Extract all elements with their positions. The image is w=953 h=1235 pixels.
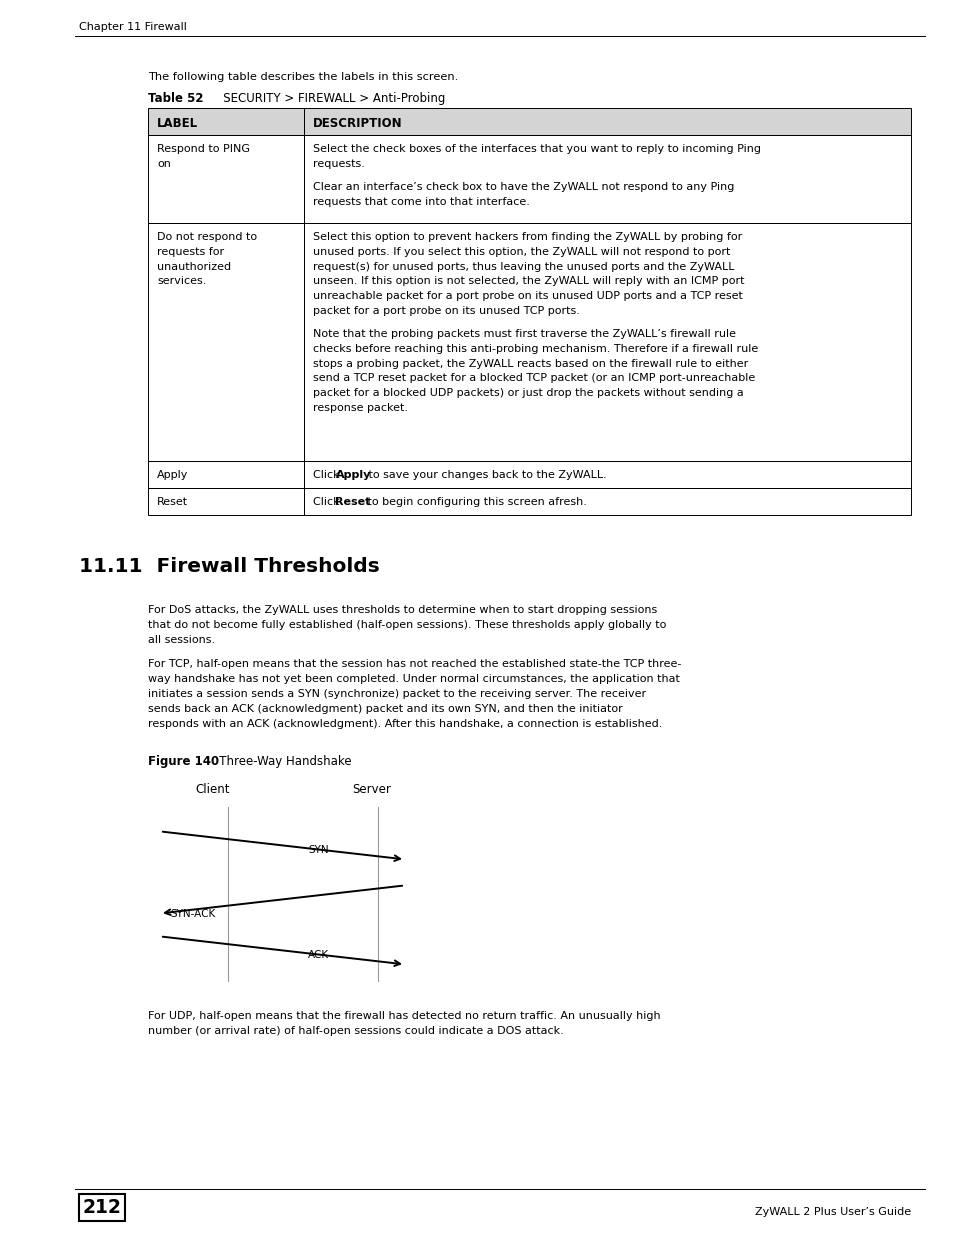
Text: requests that come into that interface.: requests that come into that interface. (313, 196, 529, 206)
Text: Note that the probing packets must first traverse the ZyWALL’s firewall rule: Note that the probing packets must first… (313, 329, 735, 338)
Text: DESCRIPTION: DESCRIPTION (313, 117, 402, 130)
Bar (148, 488, 304, 515)
Text: Clear an interface’s check box to have the ZyWALL not respond to any Ping: Clear an interface’s check box to have t… (313, 182, 734, 191)
Text: packet for a port probe on its unused TCP ports.: packet for a port probe on its unused TC… (313, 306, 579, 316)
Text: number (or arrival rate) of half-open sessions could indicate a DOS attack.: number (or arrival rate) of half-open se… (148, 1026, 563, 1036)
Bar (304, 488, 910, 515)
Bar (148, 224, 304, 461)
Text: Select the check boxes of the interfaces that you want to reply to incoming Ping: Select the check boxes of the interfaces… (313, 144, 760, 154)
Text: Click: Click (313, 496, 343, 508)
Text: send a TCP reset packet for a blocked TCP packet (or an ICMP port-unreachable: send a TCP reset packet for a blocked TC… (313, 373, 755, 383)
Text: to save your changes back to the ZyWALL.: to save your changes back to the ZyWALL. (365, 471, 606, 480)
Text: unreachable packet for a port probe on its unused UDP ports and a TCP reset: unreachable packet for a port probe on i… (313, 291, 742, 301)
Bar (304, 135, 910, 224)
Text: ACK: ACK (308, 950, 329, 961)
Bar (148, 461, 304, 488)
Text: services.: services. (157, 277, 206, 287)
Text: Three-Way Handshake: Three-Way Handshake (208, 756, 352, 768)
Text: Do not respond to: Do not respond to (157, 232, 257, 242)
Bar (304, 224, 910, 461)
Text: Chapter 11 Firewall: Chapter 11 Firewall (79, 22, 187, 32)
Text: that do not become fully established (half-open sessions). These thresholds appl: that do not become fully established (ha… (148, 620, 666, 630)
Text: Respond to PING: Respond to PING (157, 144, 250, 154)
Bar (79, 1194, 125, 1221)
Text: checks before reaching this anti-probing mechanism. Therefore if a firewall rule: checks before reaching this anti-probing… (313, 343, 758, 353)
Text: Apply: Apply (335, 471, 371, 480)
Bar (304, 107, 910, 135)
Bar (148, 488, 304, 515)
Bar (148, 135, 304, 224)
Text: Apply: Apply (157, 471, 188, 480)
Text: Click: Click (313, 471, 343, 480)
Text: For TCP, half-open means that the session has not reached the established state-: For TCP, half-open means that the sessio… (148, 659, 680, 669)
Bar (148, 224, 304, 461)
Bar (304, 488, 910, 515)
Text: LABEL: LABEL (157, 117, 198, 130)
Text: For DoS attacks, the ZyWALL uses thresholds to determine when to start dropping : For DoS attacks, the ZyWALL uses thresho… (148, 605, 657, 615)
Text: unseen. If this option is not selected, the ZyWALL will reply with an ICMP port: unseen. If this option is not selected, … (313, 277, 743, 287)
Text: Client: Client (194, 783, 230, 797)
Text: For UDP, half-open means that the firewall has detected no return traffic. An un: For UDP, half-open means that the firewa… (148, 1011, 659, 1021)
Bar (148, 107, 304, 135)
Text: on: on (157, 159, 171, 169)
Text: Table 52: Table 52 (148, 91, 203, 105)
Text: initiates a session sends a SYN (synchronize) packet to the receiving server. Th: initiates a session sends a SYN (synchro… (148, 689, 645, 699)
Text: 11.11  Firewall Thresholds: 11.11 Firewall Thresholds (79, 557, 379, 576)
Bar (304, 224, 910, 461)
Text: packet for a blocked UDP packets) or just drop the packets without sending a: packet for a blocked UDP packets) or jus… (313, 388, 743, 398)
Text: sends back an ACK (acknowledgment) packet and its own SYN, and then the initiato: sends back an ACK (acknowledgment) packe… (148, 704, 622, 714)
Text: response packet.: response packet. (313, 403, 408, 412)
Text: unused ports. If you select this option, the ZyWALL will not respond to port: unused ports. If you select this option,… (313, 247, 730, 257)
Text: ZyWALL 2 Plus User’s Guide: ZyWALL 2 Plus User’s Guide (754, 1207, 910, 1216)
Text: requests.: requests. (313, 159, 364, 169)
Text: Figure 140: Figure 140 (148, 756, 219, 768)
Text: Reset: Reset (157, 496, 188, 508)
Text: stops a probing packet, the ZyWALL reacts based on the firewall rule to either: stops a probing packet, the ZyWALL react… (313, 358, 747, 368)
Bar (304, 135, 910, 224)
Text: Server: Server (352, 783, 391, 797)
Text: Select this option to prevent hackers from finding the ZyWALL by probing for: Select this option to prevent hackers fr… (313, 232, 741, 242)
Text: The following table describes the labels in this screen.: The following table describes the labels… (148, 72, 457, 82)
Text: 212: 212 (83, 1198, 121, 1216)
Bar (148, 107, 304, 135)
Text: Reset: Reset (335, 496, 371, 508)
Text: request(s) for unused ports, thus leaving the unused ports and the ZyWALL: request(s) for unused ports, thus leavin… (313, 262, 734, 272)
Text: responds with an ACK (acknowledgment). After this handshake, a connection is est: responds with an ACK (acknowledgment). A… (148, 719, 661, 729)
Text: SECURITY > FIREWALL > Anti-Probing: SECURITY > FIREWALL > Anti-Probing (212, 91, 445, 105)
Bar (148, 135, 304, 224)
Text: unauthorized: unauthorized (157, 262, 231, 272)
Text: SYN-ACK: SYN-ACK (170, 909, 215, 919)
Text: way handshake has not yet been completed. Under normal circumstances, the applic: way handshake has not yet been completed… (148, 674, 679, 684)
Text: SYN: SYN (308, 845, 328, 856)
Bar (304, 461, 910, 488)
Text: all sessions.: all sessions. (148, 635, 214, 645)
Bar (304, 107, 910, 135)
Bar (304, 461, 910, 488)
Text: to begin configuring this screen afresh.: to begin configuring this screen afresh. (364, 496, 586, 508)
Bar (148, 461, 304, 488)
Text: requests for: requests for (157, 247, 224, 257)
